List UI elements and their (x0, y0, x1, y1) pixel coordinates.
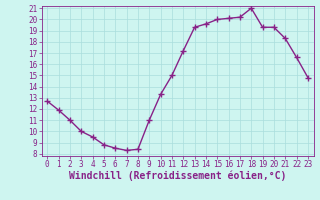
X-axis label: Windchill (Refroidissement éolien,°C): Windchill (Refroidissement éolien,°C) (69, 171, 286, 181)
